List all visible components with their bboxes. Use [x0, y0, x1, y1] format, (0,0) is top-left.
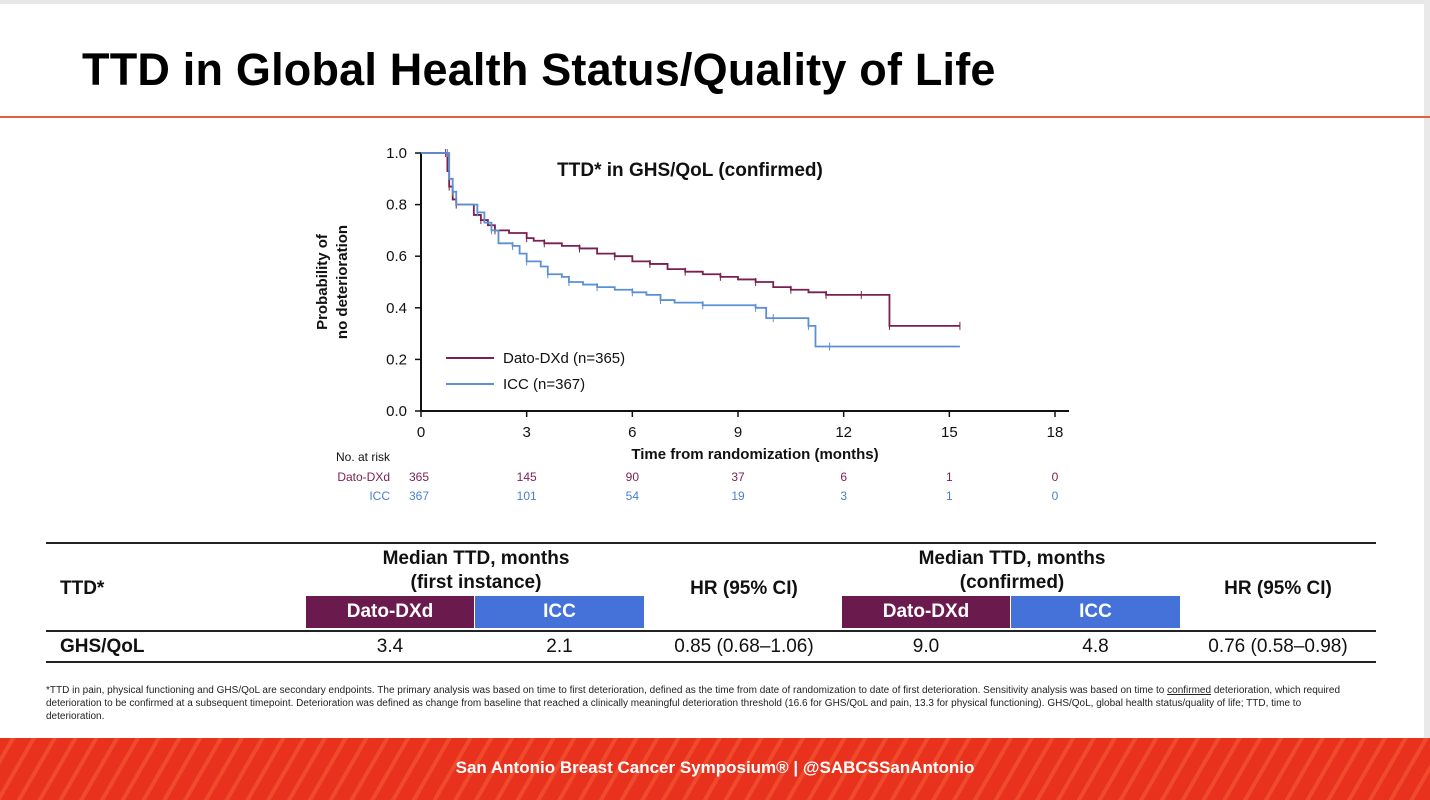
- x-tick-label: 6: [628, 424, 636, 441]
- y-axis-title-line1: Probability of: [314, 233, 331, 330]
- value-hr-first: 0.85 (0.68–1.06): [674, 636, 814, 657]
- x-tick-label: 9: [734, 424, 742, 441]
- group1-header-line2: (first instance): [410, 572, 542, 593]
- x-tick-label: 3: [522, 424, 530, 441]
- legend-label-dato-dxd: Dato-DXd (n=365): [503, 350, 625, 367]
- hr-header-first: HR (95% CI): [690, 578, 798, 599]
- footnote-text-2: deterioration, which required deteriorat…: [46, 685, 1341, 722]
- risk-value: 367: [409, 489, 429, 503]
- risk-value: 1: [946, 489, 953, 503]
- risk-value: 3: [840, 489, 847, 503]
- risk-value: 6: [840, 470, 847, 484]
- risk-row-label: Dato-DXd: [337, 470, 390, 484]
- group1-header-line1: Median TTD, months: [382, 548, 570, 569]
- x-tick-label: 18: [1047, 424, 1064, 441]
- value-dato-confirmed: 9.0: [912, 636, 940, 657]
- right-edge: [1424, 0, 1430, 740]
- ttd-column-header: TTD*: [60, 578, 105, 599]
- footnote: *TTD in pain, physical functioning and G…: [46, 684, 1346, 723]
- risk-value: 101: [517, 489, 537, 503]
- title-divider: [0, 116, 1430, 118]
- value-hr-confirmed: 0.76 (0.58–0.98): [1208, 636, 1348, 657]
- hr-header-confirmed: HR (95% CI): [1224, 578, 1332, 599]
- value-icc-confirmed: 4.8: [1082, 636, 1109, 657]
- x-tick-label: 12: [835, 424, 852, 441]
- risk-value: 19: [731, 489, 745, 503]
- risk-value: 365: [409, 470, 429, 484]
- risk-value: 54: [626, 489, 640, 503]
- legend-label-icc: ICC (n=367): [503, 376, 585, 393]
- y-tick-label: 0.0: [386, 403, 407, 420]
- arm-header-dato-first: Dato-DXd: [306, 596, 474, 628]
- group2-header-line1: Median TTD, months: [918, 548, 1106, 569]
- y-tick-label: 1.0: [386, 145, 407, 162]
- chart-legend: Dato-DXd (n=365) ICC (n=367): [446, 350, 625, 393]
- risk-value: 0: [1052, 470, 1059, 484]
- arm-header-dato-confirmed: Dato-DXd: [842, 596, 1010, 628]
- x-axis-title: Time from randomization (months): [631, 446, 878, 463]
- y-tick-label: 0.2: [386, 351, 407, 368]
- y-axis-title-line2: no deterioration: [334, 225, 351, 339]
- value-icc-first: 2.1: [546, 636, 573, 657]
- arm-header-icc-first: ICC: [475, 596, 644, 628]
- x-tick-label: 15: [941, 424, 958, 441]
- risk-value: 90: [626, 470, 640, 484]
- risk-row-label: ICC: [369, 489, 390, 503]
- series-line-icc: [421, 152, 960, 348]
- arm-header-icc-confirmed: ICC: [1011, 596, 1180, 628]
- risk-value: 1: [946, 470, 953, 484]
- x-tick-label: 0: [417, 424, 425, 441]
- table-header-rule: [46, 630, 1376, 632]
- risk-header: No. at risk: [336, 450, 391, 464]
- y-tick-label: 0.8: [386, 197, 407, 214]
- row-label-ghs-qol: GHS/QoL: [60, 636, 145, 657]
- table-top-rule: [46, 542, 1376, 544]
- footnote-text-1: *TTD in pain, physical functioning and G…: [46, 685, 1168, 696]
- risk-value: 0: [1052, 489, 1059, 503]
- chart-series: [421, 149, 961, 351]
- footnote-underlined: confirmed: [1167, 685, 1212, 696]
- value-dato-first: 3.4: [376, 636, 404, 657]
- footer-banner: San Antonio Breast Cancer Symposium® | @…: [0, 738, 1430, 800]
- top-border: [0, 0, 1430, 4]
- y-tick-label: 0.4: [386, 300, 407, 317]
- risk-value: 37: [731, 470, 745, 484]
- footer-text: San Antonio Breast Cancer Symposium® | @…: [455, 758, 975, 777]
- chart-axes: 0.0 0.2 0.4 0.6 0.8 1.0 0 3 6 9 12 15 18 Time from ra…: [314, 145, 1069, 463]
- y-tick-label: 0.6: [386, 248, 407, 265]
- group2-header-line2: (confirmed): [959, 572, 1065, 593]
- chart-subtitle: TTD* in GHS/QoL (confirmed): [557, 160, 823, 181]
- slide-title: TTD in Global Health Status/Quality of L…: [82, 44, 996, 95]
- km-chart: 0.0 0.2 0.4 0.6 0.8 1.0 0 3 6 9 12 15 18 Time from ra…: [314, 145, 1069, 503]
- table-bottom-rule: [46, 661, 1376, 663]
- risk-value: 145: [517, 470, 537, 484]
